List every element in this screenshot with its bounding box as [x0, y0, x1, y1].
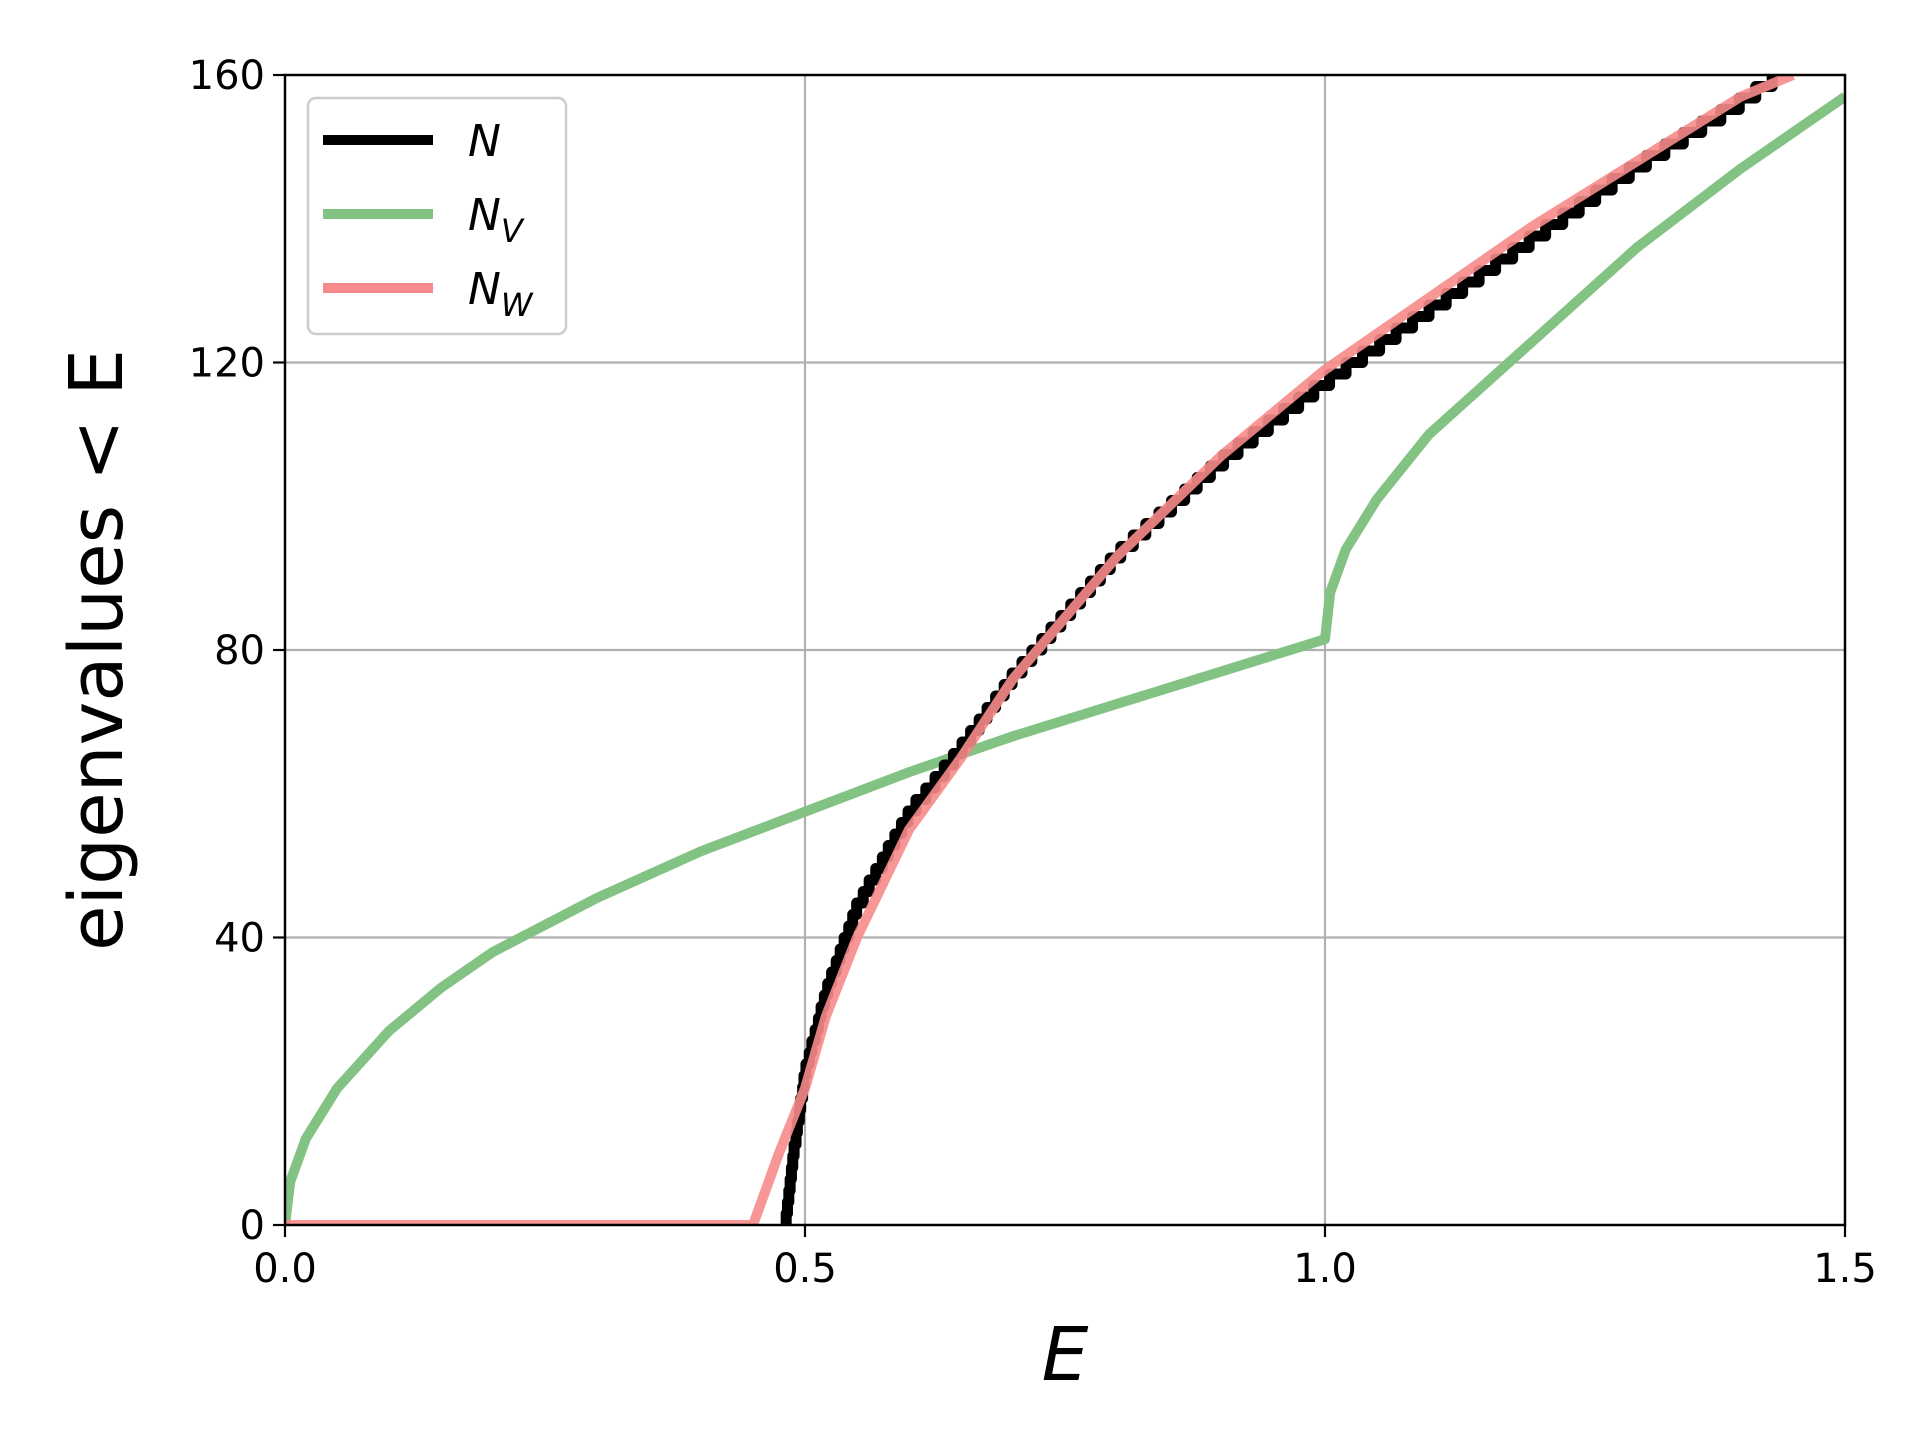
- legend-box: [306, 96, 568, 336]
- x-tick-label: 1.5: [1813, 1246, 1877, 1292]
- legend-label-main: N: [468, 264, 501, 315]
- y-tick-label: 120: [189, 341, 265, 387]
- legend-label: NV: [468, 190, 525, 250]
- legend-label: NW: [468, 264, 534, 324]
- y-axis-label: eigenvalues < E: [54, 349, 140, 951]
- legend-label-main: N: [468, 190, 501, 241]
- legend-label-main: N: [468, 116, 501, 167]
- series-layer: [285, 75, 1845, 1225]
- series-line-NV: [285, 92, 1845, 1225]
- grid: [285, 75, 1845, 1225]
- legend-label: N: [468, 116, 501, 167]
- x-tick-label: 1.0: [1293, 1246, 1357, 1292]
- y-tick-label: 160: [189, 53, 265, 99]
- series-line-NW: [285, 75, 1795, 1225]
- legend-label-subscript: V: [501, 212, 525, 250]
- legend-label-subscript: W: [501, 286, 534, 324]
- tick-labels: 0.0 0.5 1.0 1.5 0 40 80 120 160: [189, 53, 1877, 1292]
- y-tick-label: 0: [240, 1203, 265, 1249]
- ticks: [273, 73, 1847, 1237]
- x-axis-label: E: [1042, 1312, 1089, 1398]
- x-tick-label: 0.5: [773, 1246, 837, 1292]
- y-tick-label: 40: [214, 916, 265, 962]
- y-tick-label: 80: [214, 628, 265, 674]
- x-tick-label: 0.0: [253, 1246, 317, 1292]
